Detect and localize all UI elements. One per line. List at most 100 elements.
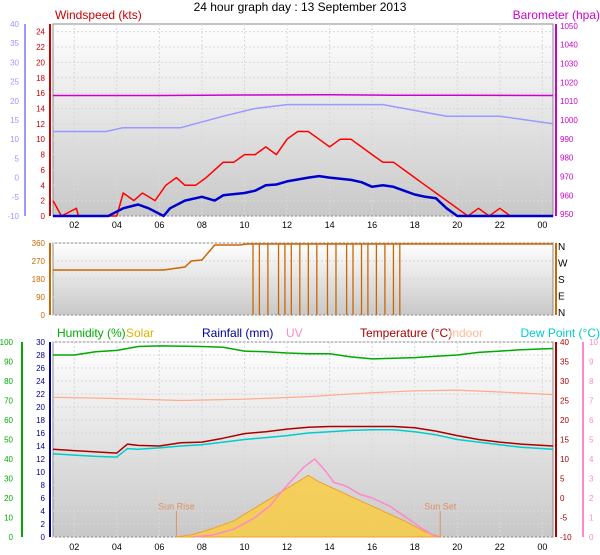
solar-label: Solar	[126, 326, 154, 340]
x-tick-label: 12	[282, 220, 292, 230]
x-tick-label: 18	[410, 220, 420, 230]
rainfall-tick-label: 6	[41, 494, 46, 503]
humidity-tick-label: 60	[4, 416, 13, 425]
uv-tick-label: 0	[589, 533, 594, 542]
outer-left-tick-label: -10	[7, 212, 19, 221]
rainfall-tick-label: 8	[41, 481, 46, 490]
temperature-tick-label: 40	[560, 338, 569, 347]
right-tick-label: 990	[560, 135, 574, 144]
x-tick-label: 04	[112, 220, 122, 230]
compass-label: S	[558, 275, 565, 286]
left-tick-label: 22	[36, 43, 45, 52]
right-tick-label: 1050	[560, 22, 578, 31]
humidity-tick-label: 20	[4, 494, 13, 503]
humidity-tick-label: 100	[0, 338, 14, 347]
outer-left-tick-label: 5	[15, 154, 20, 163]
compass-label: E	[558, 292, 565, 303]
rainfall-tick-label: 20	[36, 403, 45, 412]
outer-left-tick-label: 40	[10, 20, 19, 29]
indoor-line	[52, 389, 554, 402]
temperature-tick-label: 35	[560, 358, 569, 367]
uv-tick-label: 6	[589, 416, 594, 425]
compass-label: N	[558, 242, 565, 253]
uv-tick-label: 7	[589, 397, 594, 406]
compass-label: N	[558, 308, 565, 319]
left-tick-label: 0	[41, 212, 46, 221]
direction-line	[53, 243, 553, 271]
rainfall-tick-label: 26	[36, 364, 45, 373]
rainfall-label: Rainfall (mm)	[202, 326, 273, 340]
indoor-label: Indoor	[449, 326, 483, 340]
uv-label: UV	[286, 326, 303, 340]
left-tick-label: 24	[36, 28, 45, 37]
rainfall-tick-label: 4	[41, 507, 46, 516]
uv-tick-label: 5	[589, 436, 594, 445]
outer-left-tick-label: 30	[10, 58, 19, 67]
left-tick-label: 6	[41, 166, 46, 175]
left-tick-label: 10	[36, 135, 45, 144]
x-tick-label: 06	[154, 542, 164, 552]
outer-left-tick-label: 10	[10, 135, 19, 144]
humidity-tick-label: 80	[4, 377, 13, 386]
solar-area	[176, 474, 441, 538]
wind-panel: Windspeed (kts) Barometer (hpa) 0 24 6 8 10 1…	[7, 8, 600, 230]
direction-tick-label: 270	[32, 257, 46, 266]
temperature-line	[52, 425, 554, 454]
direction-tick-label: 360	[32, 239, 46, 248]
right-tick-label: 970	[560, 172, 574, 181]
right-tick-label: 1020	[560, 78, 578, 87]
temperature-tick-label: -5	[560, 514, 568, 523]
uv-tick-label: 3	[589, 475, 594, 484]
windspeed-label: Windspeed (kts)	[55, 8, 142, 22]
humidity-tick-label: 0	[9, 533, 14, 542]
dewpoint-line	[52, 429, 554, 458]
x-tick-label: 10	[239, 542, 249, 552]
sun-event-label: Sun Set	[424, 502, 457, 512]
uv-tick-label: 8	[589, 377, 594, 386]
outer-left-tick-label: 15	[10, 116, 19, 125]
rainfall-tick-label: 10	[36, 468, 45, 477]
x-tick-label: 22	[495, 220, 505, 230]
humidity-tick-label: 90	[4, 358, 13, 367]
humidity-tick-label: 50	[4, 436, 13, 445]
outer-left-tick-label: 0	[15, 174, 20, 183]
direction-tick-label: 180	[32, 275, 46, 284]
direction-tick-label: 0	[41, 311, 46, 320]
x-tick-label: 16	[367, 542, 377, 552]
left-tick-label: 20	[36, 58, 45, 67]
temperature-tick-label: 0	[560, 494, 565, 503]
temperature-tick-label: -10	[560, 533, 572, 542]
right-tick-label: 980	[560, 154, 574, 163]
x-tick-label: 08	[197, 220, 207, 230]
x-tick-label: 14	[325, 542, 335, 552]
direction-tick-label: 90	[36, 293, 45, 302]
rainfall-tick-label: 14	[36, 442, 45, 451]
left-tick-label: 8	[41, 151, 46, 160]
x-tick-label: 18	[410, 542, 420, 552]
compass-label: W	[558, 259, 568, 270]
wind-scale-line	[53, 103, 554, 133]
x-tick-label: 04	[112, 542, 122, 552]
uv-tick-label: 4	[589, 455, 594, 464]
left-tick-label: 18	[36, 74, 45, 83]
left-tick-label: 12	[36, 120, 45, 129]
outer-left-tick-label: 25	[10, 78, 19, 87]
outer-left-tick-label: 35	[10, 39, 19, 48]
humidity-tick-label: 70	[4, 397, 13, 406]
x-tick-label: 06	[154, 220, 164, 230]
uv-tick-label: 1	[589, 514, 594, 523]
barometer-label: Barometer (hpa)	[513, 8, 600, 22]
x-tick-label: 20	[452, 220, 462, 230]
temperature-tick-label: 10	[560, 455, 569, 464]
x-tick-label: 22	[495, 542, 505, 552]
x-tick-label: 02	[69, 542, 79, 552]
sun-event-label: Sun Rise	[158, 502, 195, 512]
wind-average-line	[53, 174, 553, 218]
rainfall-tick-label: 12	[36, 455, 45, 464]
wind-gust-line	[52, 130, 553, 217]
x-tick-label: 00	[537, 220, 547, 230]
x-tick-label: 02	[69, 220, 79, 230]
rainfall-tick-label: 0	[41, 533, 46, 542]
